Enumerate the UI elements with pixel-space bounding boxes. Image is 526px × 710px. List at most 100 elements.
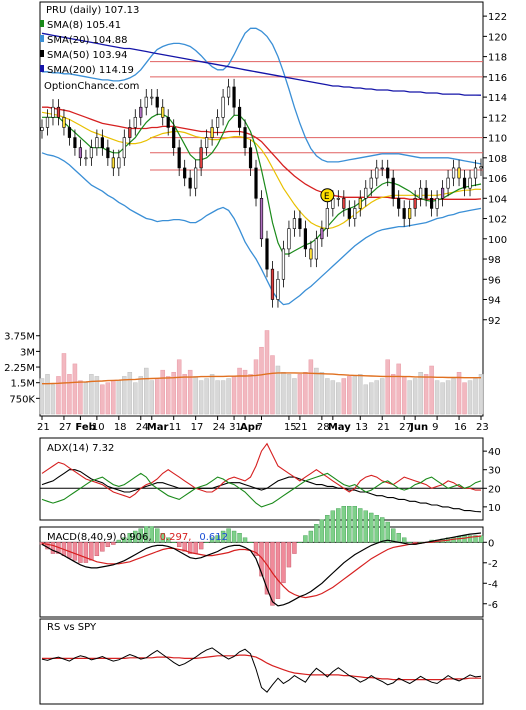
macd-histogram-bar (105, 542, 111, 547)
candle-body (440, 187, 445, 199)
legend-swatch-sma20 (40, 35, 44, 42)
volume-bar (369, 382, 374, 415)
earnings-marker (320, 188, 335, 203)
volume-bar (341, 378, 347, 415)
volume-bar (78, 380, 83, 415)
macd-histogram-bar (407, 542, 412, 543)
x-tick-label: 24 (213, 422, 226, 433)
volume-bar (237, 367, 242, 415)
candle-body (95, 137, 99, 148)
price-tick-label: 118 (488, 53, 507, 64)
macd-tick-label: 0 (488, 538, 494, 549)
candle-body (380, 167, 384, 170)
volume-bar (171, 372, 176, 415)
candle-body (276, 278, 280, 300)
rs-panel-frame (39, 618, 484, 705)
legend-swatch-sma8 (40, 20, 44, 27)
macd-chart: 0 -2 -4 -6 (39, 506, 498, 611)
volume-bar (363, 384, 369, 415)
macd-histogram-bar (456, 536, 462, 543)
candle-body (226, 86, 231, 98)
volume-bar (379, 378, 385, 415)
candle-body (128, 127, 132, 138)
legend-sma20: SMA(20) 104.88 (47, 35, 128, 46)
macd-histogram-bar (385, 521, 390, 543)
volume-bar (270, 355, 275, 415)
volume-bar (72, 363, 78, 415)
macd-histogram-bar (330, 510, 336, 543)
candle-body (232, 86, 236, 108)
x-tick-label: 11 (169, 422, 182, 433)
x-tick-label: 24 (136, 422, 149, 433)
candle-body (84, 157, 88, 160)
volume-bar (242, 369, 248, 415)
candle-body (430, 198, 434, 209)
candle-body (106, 147, 110, 159)
candle-body (281, 248, 286, 280)
volume-bar (374, 380, 379, 415)
volume-bar (412, 378, 418, 415)
candle-body (424, 187, 428, 199)
volume-bar (160, 369, 165, 415)
macd-tick-label: -6 (488, 600, 498, 611)
price-chart: 92 94 96 98 100 102 104 106 108 110 112 114 116 118 12… (40, 12, 507, 327)
volume-bar (281, 372, 286, 415)
macd-histogram-bar (166, 537, 171, 543)
candle-body (188, 177, 192, 189)
rs-line (41, 647, 482, 693)
volume-bar (127, 372, 133, 415)
volume-bar (83, 382, 89, 415)
price-tick-label: 102 (488, 215, 507, 226)
candle-body (270, 268, 275, 300)
macd-histogram-bar (50, 542, 56, 554)
macd-histogram-bar (374, 515, 379, 543)
price-tick-label: 120 (488, 32, 507, 43)
macd-histogram-bar (78, 542, 83, 563)
macd-histogram-bar (286, 542, 292, 568)
candle-body (122, 137, 126, 159)
volume-bar (111, 380, 116, 415)
candle-body (67, 127, 72, 138)
candle-body (419, 187, 423, 199)
candle-body (353, 208, 357, 219)
candle-body (386, 167, 390, 179)
macd-histogram-bar (347, 506, 352, 543)
candle-body (166, 117, 170, 128)
candle-body (133, 117, 137, 128)
macd-histogram-bar (336, 508, 341, 543)
macd-histogram-bar (237, 533, 242, 543)
candle-body (73, 137, 77, 148)
volume-bar (319, 372, 325, 415)
price-legend: PRU (daily) 107.13 SMA(8) 105.41 SMA(20)… (40, 5, 139, 92)
macd-histogram-bar (259, 542, 264, 577)
sma200-line (41, 32, 482, 96)
volume-bar (314, 367, 319, 415)
candle-body (292, 218, 297, 229)
adx-tick-label: 40 (488, 447, 501, 458)
macd-histogram-bar (198, 542, 204, 550)
adx-chart: 40 30 20 10 (40, 442, 501, 514)
price-tick-label: 112 (488, 113, 507, 124)
candle-body (265, 238, 269, 270)
volume-bar (401, 376, 407, 415)
volume-bar (144, 367, 149, 415)
macd-histogram-bar (193, 542, 198, 554)
macd-histogram-bar (478, 535, 484, 543)
macd-signal-value: 0.612 (199, 532, 228, 543)
volume-bar (286, 374, 292, 415)
macd-histogram-bar (155, 528, 160, 543)
x-tick-label: Jun (409, 422, 428, 433)
legend-sma200: SMA(200) 114.19 (47, 65, 134, 76)
candle-body (375, 167, 379, 179)
macd-histogram-bar (358, 508, 363, 543)
macd-histogram-bar (89, 542, 94, 561)
volume-bar (187, 369, 193, 415)
candle-body (254, 167, 258, 199)
macd-histogram-bar (133, 530, 138, 543)
candle-body (451, 167, 456, 179)
volume-bar (478, 374, 484, 415)
x-tick-label: 27 (399, 422, 412, 433)
volume-bar (61, 353, 67, 415)
volume-bar (193, 376, 198, 415)
